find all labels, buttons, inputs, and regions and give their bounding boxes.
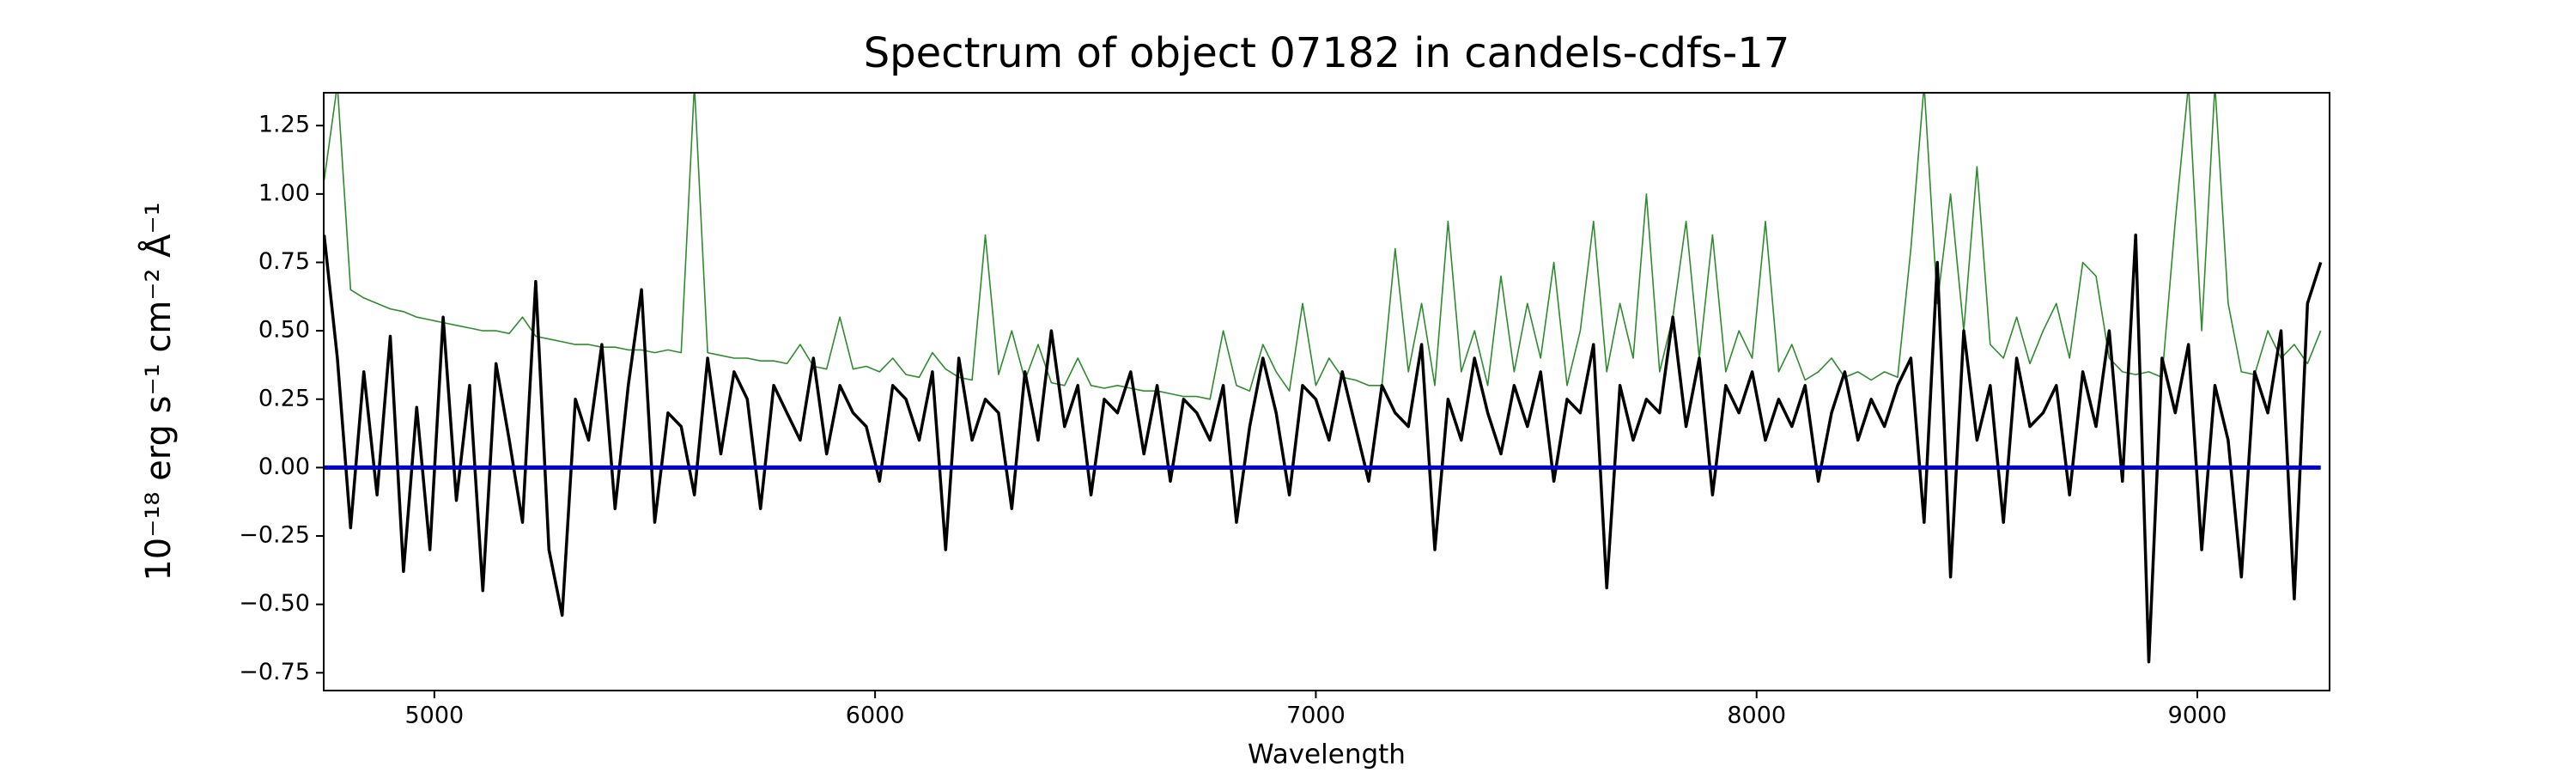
x-tick-label: 6000 xyxy=(846,703,905,729)
y-axis-label: 10⁻¹⁸ erg s⁻¹ cm⁻² Å⁻¹ xyxy=(137,202,179,581)
x-tick-label: 9000 xyxy=(2168,703,2227,729)
y-tick-label: 1.25 xyxy=(258,112,310,138)
y-tick-label: −0.75 xyxy=(239,659,310,685)
series-line xyxy=(324,93,2322,400)
x-tick-label: 8000 xyxy=(1727,703,1786,729)
y-tick-label: −0.25 xyxy=(239,522,310,549)
series-line xyxy=(324,233,2323,664)
y-tick-label: 0.75 xyxy=(258,248,310,275)
plot-area xyxy=(324,93,2323,664)
y-tick-label: 0.25 xyxy=(258,385,310,411)
y-tick-label: 1.00 xyxy=(258,180,310,206)
axes-frame xyxy=(323,92,2330,691)
x-tick-label: 5000 xyxy=(404,703,464,729)
x-axis-label: Wavelength xyxy=(1248,740,1406,770)
y-tick-label: 0.00 xyxy=(258,453,310,480)
y-tick-label: 0.50 xyxy=(258,317,310,344)
chart-title: Spectrum of object 07182 in candels-cdfs… xyxy=(864,29,1790,77)
y-tick-label: −0.50 xyxy=(239,590,310,617)
x-tick-label: 7000 xyxy=(1286,703,1346,729)
